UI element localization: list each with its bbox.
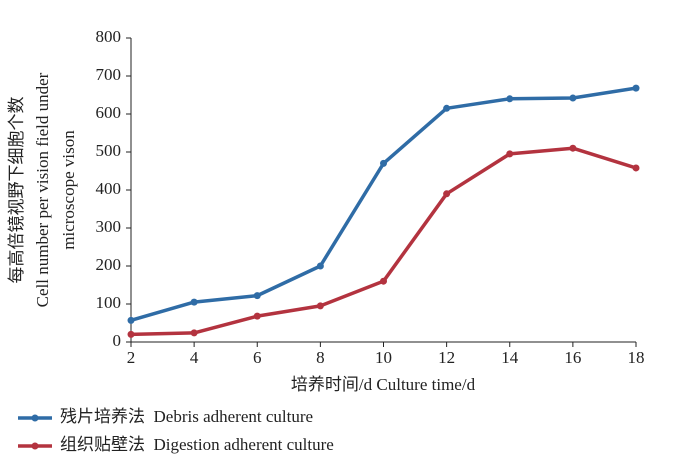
y-tick-label: 200	[96, 255, 122, 274]
x-tick-label: 6	[253, 348, 262, 367]
y-tick-label: 0	[113, 331, 122, 350]
y-axis-label: 每高倍镜视野下细胞个数 Cell number per vision field…	[7, 72, 78, 307]
y-tick-label: 700	[96, 65, 122, 84]
data-point	[506, 95, 514, 103]
data-point	[316, 302, 324, 310]
x-tick-label: 12	[438, 348, 455, 367]
legend-marker	[31, 414, 39, 422]
legend-label: 组织贴壁法 Digestion adherent culture	[60, 435, 334, 454]
data-point	[569, 144, 577, 152]
data-point	[127, 316, 135, 324]
x-tick-label: 10	[375, 348, 392, 367]
y-tick-label: 100	[96, 293, 122, 312]
data-point	[316, 262, 324, 270]
data-point	[632, 164, 640, 172]
y-axis-label-line: Cell number per vision field under	[33, 72, 52, 307]
data-point	[190, 329, 198, 337]
data-point	[569, 94, 577, 102]
x-tick-label: 16	[564, 348, 581, 367]
x-tick-label: 2	[127, 348, 136, 367]
data-point	[253, 312, 261, 320]
y-axis-label-line: microscope vison	[59, 130, 78, 250]
y-axis-label-line: 每高倍镜视野下细胞个数	[7, 97, 26, 284]
legend-label: 残片培养法 Debris adherent culture	[60, 407, 313, 426]
x-axis-label: 培养时间/d Culture time/d	[291, 375, 476, 394]
data-point	[443, 190, 451, 198]
data-point	[190, 298, 198, 306]
y-tick-label: 800	[96, 27, 122, 46]
legend-marker	[31, 442, 39, 450]
x-tick-label: 14	[501, 348, 519, 367]
data-point	[253, 292, 261, 300]
data-point	[380, 159, 387, 167]
y-tick-label: 600	[96, 103, 122, 122]
x-tick-label: 4	[190, 348, 199, 367]
x-tick-label: 18	[628, 348, 645, 367]
series-line	[130, 86, 637, 323]
y-tick-label: 400	[96, 179, 122, 198]
data-point	[506, 150, 514, 158]
x-tick-label: 8	[316, 348, 325, 367]
data-point	[443, 104, 451, 112]
y-tick-label: 300	[96, 217, 122, 236]
y-tick-label: 500	[96, 141, 122, 160]
data-point	[127, 330, 135, 338]
data-point	[380, 277, 387, 285]
series-line	[130, 146, 637, 337]
data-point	[632, 84, 640, 92]
